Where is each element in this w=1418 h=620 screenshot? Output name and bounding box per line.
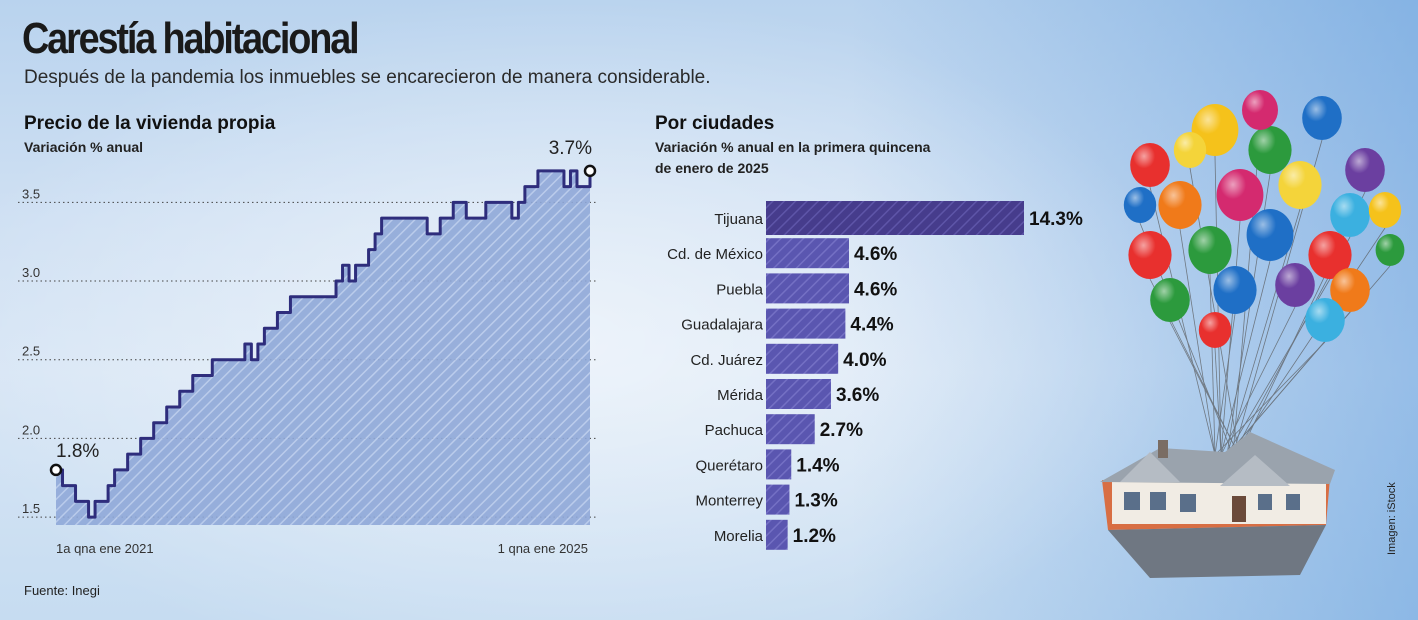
bar-puebla (766, 273, 849, 304)
x-label-end: 1 qna ene 2025 (498, 541, 588, 556)
bar-category-label: Cd. Juárez (690, 352, 763, 369)
end-annotation: 3.7% (549, 138, 592, 159)
bar-category-label: Guadalajara (681, 317, 763, 334)
bar-category-label: Pachuca (705, 422, 764, 439)
bar-cd-ju-rez (766, 343, 839, 374)
y-tick-label: 1.5 (22, 501, 40, 516)
bar-pachuca (766, 414, 815, 445)
bar-category-label: Querétaro (695, 457, 763, 474)
price-line (56, 169, 592, 519)
bar-chart-subtitle-1: Variación % anual en la primera quincena (655, 139, 931, 155)
bar-value-label: 2.7% (820, 420, 863, 441)
y-tick-label: 2.0 (22, 422, 40, 437)
bar-monterrey (766, 484, 790, 515)
bar-chart-subtitle-2: de enero de 2025 (655, 160, 769, 176)
bar-chart-title: Por ciudades (655, 113, 775, 134)
y-tick-label: 3.0 (22, 265, 40, 280)
page-subtitle: Después de la pandemia los inmuebles se … (24, 67, 711, 88)
start-annotation: 1.8% (56, 441, 99, 462)
bar-value-label: 3.6% (836, 385, 879, 406)
bar-value-label: 1.3% (794, 491, 837, 512)
bar-guadalajara (766, 308, 846, 339)
bar-tijuana (766, 201, 1024, 235)
bar-value-label: 4.6% (854, 244, 897, 265)
bar-value-label: 14.3% (1029, 209, 1083, 230)
bar-category-label: Cd. de México (667, 246, 763, 263)
end-marker (583, 164, 597, 178)
bar-value-label: 1.2% (793, 526, 836, 547)
line-chart-subtitle: Variación % anual (24, 139, 144, 155)
bar-value-label: 1.4% (796, 455, 839, 476)
area-fill (56, 170, 590, 525)
bar-category-label: Morelia (714, 528, 764, 545)
source-note: Fuente: Inegi (24, 583, 100, 598)
y-tick-label: 3.5 (22, 186, 40, 201)
start-marker (49, 463, 63, 477)
bar-category-label: Puebla (716, 281, 763, 298)
bar-value-label: 4.4% (850, 315, 893, 336)
x-label-start: 1a qna ene 2021 (56, 541, 154, 556)
house-icon (1100, 432, 1335, 578)
bar-category-label: Mérida (717, 387, 764, 404)
bar-morelia (766, 519, 788, 550)
bar-value-label: 4.0% (843, 350, 886, 371)
bar-m-rida (766, 379, 831, 409)
bar-category-label: Monterrey (695, 493, 763, 510)
page-title: Carestía habitacional (22, 14, 360, 63)
bar-category-label: Tijuana (714, 211, 763, 228)
bar-quer-taro (766, 449, 792, 480)
bar-value-label: 4.6% (854, 279, 897, 300)
bar-cd-de-m-xico (766, 238, 849, 269)
line-chart-title: Precio de la vivienda propia (24, 113, 276, 134)
y-tick-label: 2.5 (22, 344, 40, 359)
